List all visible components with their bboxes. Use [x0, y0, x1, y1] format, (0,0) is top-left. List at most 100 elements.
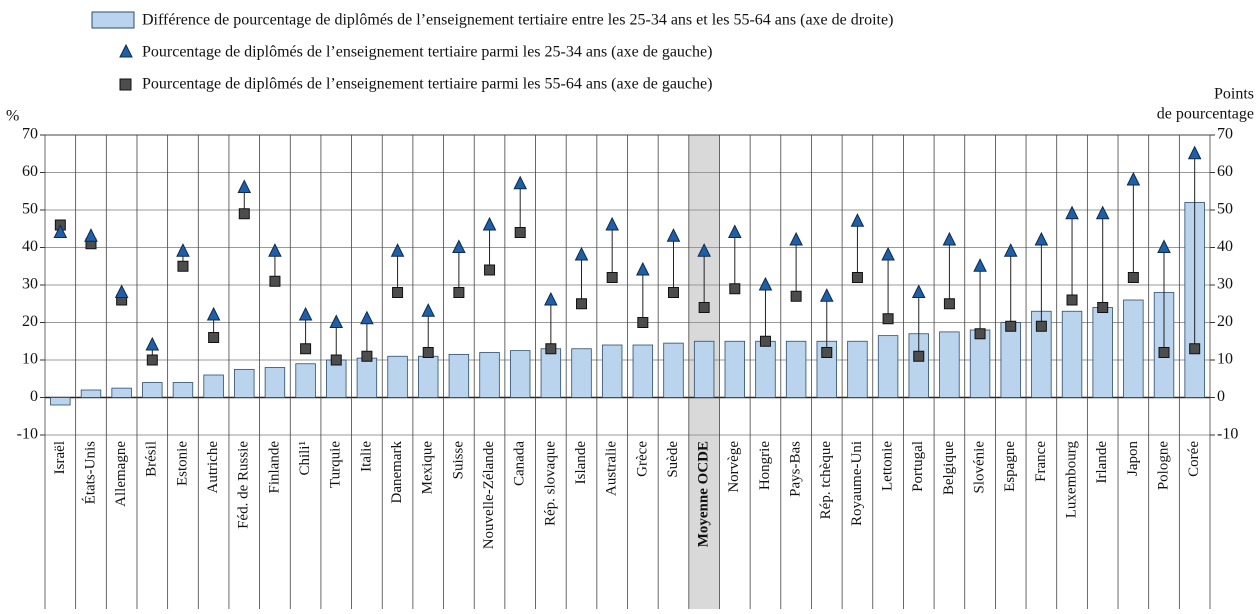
y-axis-label: % [6, 108, 19, 125]
x-tick-label: Japon [1125, 441, 1141, 476]
triangle-marker [666, 228, 681, 242]
triangle-marker [84, 228, 98, 242]
x-tick-label: Moyenne OCDE [696, 441, 712, 547]
y2-tick-label: 20 [1217, 313, 1233, 330]
square-marker [943, 298, 955, 310]
x-tick-label: Féd. de Russie [236, 441, 252, 529]
bar [1000, 322, 1021, 398]
x-tick-label: États-Unis [81, 441, 98, 504]
square-marker [422, 347, 434, 358]
triangle-marker [452, 239, 466, 253]
y2-tick-label: 50 [1217, 201, 1233, 218]
square-marker [606, 272, 618, 283]
square-marker [300, 343, 312, 355]
triangle-marker [819, 288, 834, 302]
bar [847, 340, 868, 398]
bar [356, 357, 378, 398]
y-tick-label: 50 [22, 201, 38, 218]
x-tick-label: Australie [604, 441, 620, 496]
x-tick-label: Pologne [1155, 441, 1171, 491]
bar [969, 329, 991, 398]
x-tick-label: Irlande [1094, 441, 1110, 484]
x-tick-label: Autriche [205, 441, 221, 494]
triangle-marker [881, 246, 895, 261]
square-marker [576, 298, 588, 310]
triangle-marker [636, 261, 650, 276]
triangle-marker [758, 276, 773, 291]
triangle-marker [329, 314, 344, 328]
x-tick-label: Mexique [420, 441, 436, 495]
y-tick-label: 30 [22, 276, 38, 293]
x-tick-label: Turquie [328, 441, 344, 488]
triangle-marker [268, 243, 282, 257]
x-tick-label: Pays-Bas [788, 441, 804, 497]
y-tick-label: 70 [22, 126, 38, 143]
triangle-marker [145, 336, 160, 351]
y-tick-label: 60 [22, 163, 38, 180]
bar [50, 397, 71, 406]
x-tick-label: Slovénie [972, 441, 988, 494]
square-marker [1035, 320, 1047, 332]
y2-tick-label: 70 [1217, 126, 1233, 143]
y-tick-label: 20 [22, 313, 38, 330]
legend-bar-swatch [91, 11, 135, 29]
x-tick-label: Portugal [910, 441, 926, 492]
triangle-marker [237, 179, 252, 193]
x-tick-label: Brésil [144, 441, 160, 477]
square-marker [484, 264, 496, 276]
triangle-marker [298, 306, 313, 321]
x-tick-label: Belgique [941, 441, 957, 495]
x-tick-label: Rép. slovaque [542, 441, 558, 526]
square-marker [1158, 347, 1170, 358]
bar [509, 350, 531, 398]
bar [785, 340, 807, 398]
x-tick-label: Canada [512, 441, 528, 486]
x-tick-label: Espagne [1002, 441, 1018, 492]
x-tick-label: Corée [1186, 441, 1202, 477]
square-marker [453, 287, 465, 298]
y2-tick-label: 0 [1217, 388, 1225, 405]
bar [939, 331, 960, 398]
triangle-marker [1157, 239, 1171, 253]
triangle-marker [850, 213, 865, 227]
triangle-marker [1065, 205, 1079, 220]
bar [755, 340, 776, 398]
legend-label: Différence de pourcentage de diplômés de… [142, 12, 893, 29]
bar [111, 387, 132, 398]
x-tick-label: Rép. tchèque [818, 441, 834, 520]
triangle-marker [574, 246, 589, 261]
triangle-marker [206, 306, 221, 321]
bar [172, 382, 194, 398]
bar [418, 355, 439, 398]
square-marker [208, 332, 220, 343]
x-tick-label: Luxembourg [1063, 441, 1079, 519]
bar [632, 344, 654, 398]
square-marker [790, 290, 802, 302]
legend-triangle [119, 43, 133, 58]
bar [724, 340, 746, 398]
bar [142, 382, 163, 398]
bar [693, 340, 715, 398]
x-tick-label: Estonie [174, 441, 190, 486]
bar [1061, 310, 1083, 398]
square-marker [667, 287, 679, 298]
x-tick-label: Israël [52, 441, 68, 474]
legend-square [119, 78, 132, 91]
bar [203, 374, 224, 398]
square-marker [698, 302, 710, 313]
x-tick-label: Chili¹ [297, 441, 313, 476]
triangle-marker [605, 216, 619, 231]
legend-label: Pourcentage de diplômés de l’enseignemen… [142, 44, 712, 61]
bar [326, 359, 347, 398]
y2-tick-label: 30 [1217, 276, 1233, 293]
y2-tick-label: -10 [1217, 426, 1238, 443]
x-tick-label: Danemark [389, 441, 405, 504]
bar [295, 363, 316, 398]
y2-axis-label: Points [1214, 86, 1254, 103]
x-tick-label: Allemagne [113, 441, 129, 507]
y-tick-label: 0 [30, 388, 38, 405]
y2-axis-label: de pourcentage [1157, 106, 1254, 123]
square-marker [1097, 302, 1109, 313]
y2-tick-label: 10 [1217, 351, 1233, 368]
